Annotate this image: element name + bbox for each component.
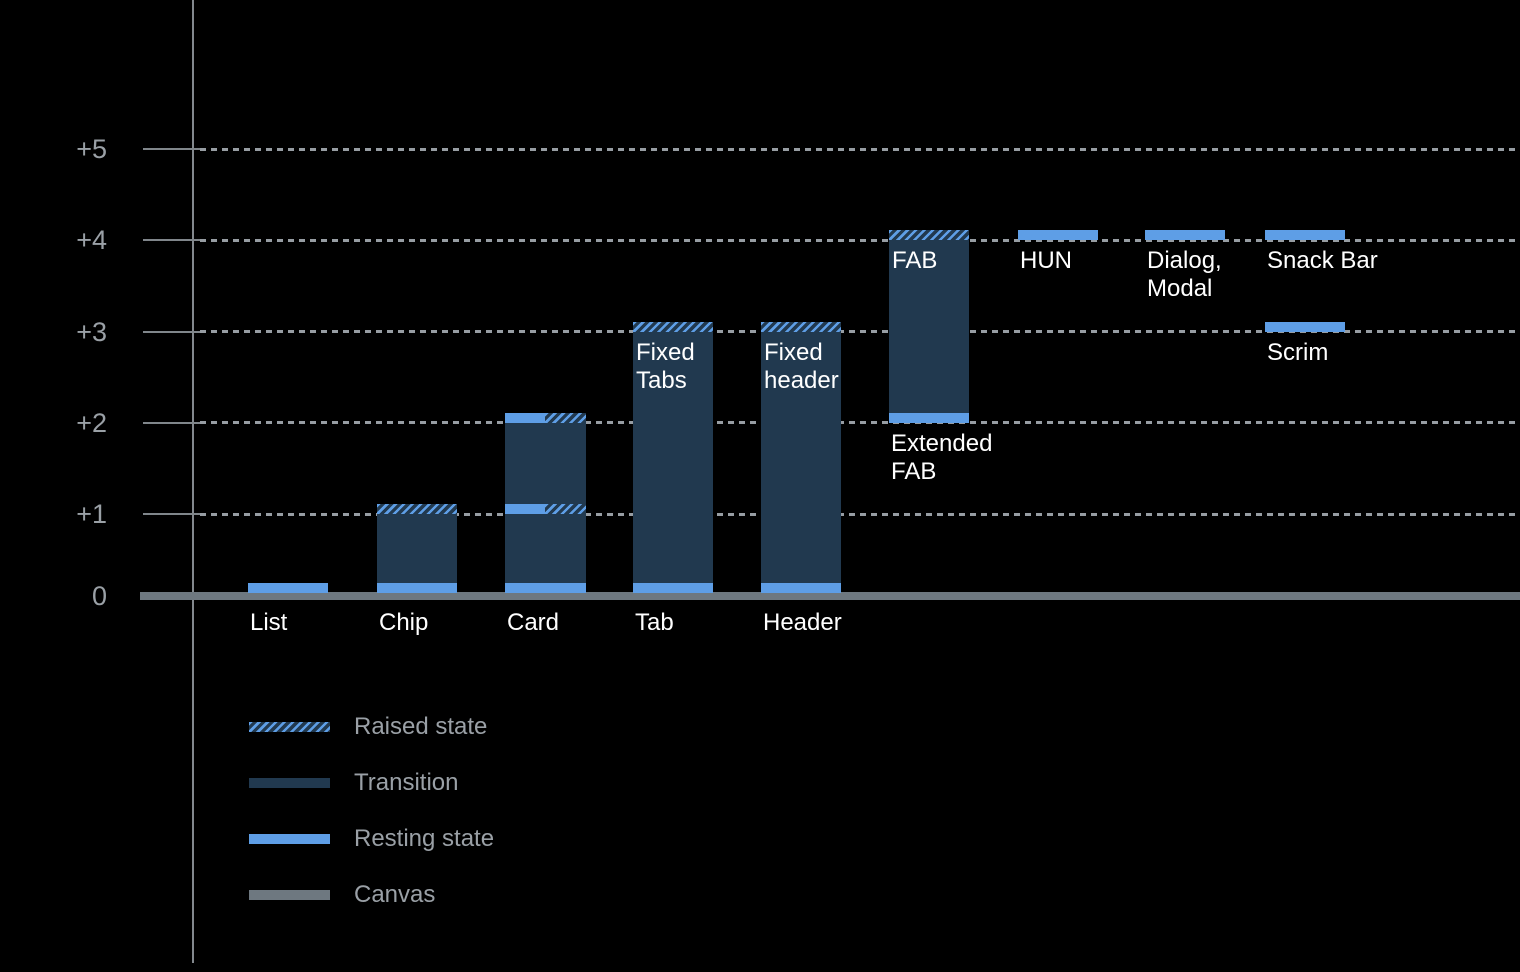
- legend-swatch-resting-state: [249, 834, 330, 844]
- legend: Raised state Transition Resting state Canva…: [249, 713, 749, 923]
- segment-raised-header: [761, 321, 841, 332]
- segment-resting-chip: [377, 583, 457, 593]
- y-tick-label-0: 0: [91, 581, 107, 611]
- bar-label-card: Card: [507, 609, 559, 637]
- legend-label-canvas: Canvas: [354, 881, 436, 908]
- legend-label-raised-state: Raised state: [354, 713, 488, 740]
- legend-item-resting-state: Resting state: [249, 825, 494, 853]
- bar-label-scrim-line: Scrim: [1267, 338, 1329, 366]
- segment-split-resting-card: [505, 504, 545, 515]
- segment-transition-card: [505, 422, 586, 593]
- gridline-3: [200, 330, 1520, 334]
- bar-label-extended-fab-line: Extended: [891, 429, 993, 457]
- axis-tick-2: [143, 421, 200, 424]
- y-axis-line: [192, 0, 194, 963]
- legend-swatch-transition: [249, 778, 330, 788]
- segment-resting-card: [505, 583, 586, 593]
- legend-item-canvas: Canvas: [249, 881, 435, 909]
- segment-split-raised-card: [545, 412, 586, 423]
- bar-inner-label-tab-line: Fixed: [636, 338, 695, 366]
- bar-label-hun: HUN: [1020, 247, 1072, 275]
- bar-label-extended-fab-line: FAB: [891, 457, 937, 485]
- segment-resting-dialog-modal: [1145, 230, 1225, 241]
- axis-tick-3: [143, 330, 200, 333]
- bar-label-tab-line: Tab: [635, 609, 674, 636]
- segment-raised-tab: [633, 321, 713, 332]
- axis-tick-4: [143, 239, 200, 242]
- y-tick-label-3: +3: [76, 316, 107, 347]
- segment-transition-tab: [633, 331, 713, 593]
- gridline-4: [200, 238, 1520, 242]
- segment-resting-tab: [633, 583, 713, 593]
- segment-resting-extended-fab: [889, 412, 969, 423]
- y-tick-label-5: +5: [76, 134, 107, 164]
- bar-label-snack-bar: Snack Bar: [1267, 247, 1378, 275]
- segment-raised-extended-fab: [889, 230, 969, 241]
- segment-transition-chip: [377, 514, 457, 593]
- axis-tick-1: [143, 513, 200, 516]
- bar-label-dialog-modal: Dialog, Modal: [1147, 247, 1222, 303]
- bar-label-header-line: Header: [763, 609, 842, 636]
- bar-label-card-line: Card: [507, 609, 560, 636]
- bar-label-extended-fab: Extended FAB: [891, 430, 992, 486]
- bar-inner-label-tab-line: Tabs: [636, 366, 687, 394]
- bar-label-tab: Tab: [635, 609, 674, 637]
- segment-split-raised-card: [545, 504, 586, 515]
- bar-inner-label-tab: Fixed Tabs: [636, 339, 695, 395]
- axis-tick-5: [143, 148, 200, 150]
- bar-inner-label-header-line: Fixed: [764, 338, 823, 366]
- segment-resting-scrim: [1265, 321, 1345, 332]
- legend-swatch-canvas: [249, 890, 330, 900]
- bar-inner-label-extended-fab-line: FAB: [892, 247, 938, 275]
- bar-inner-label-header: Fixed header: [764, 339, 839, 395]
- legend-label-transition: Transition: [354, 769, 459, 796]
- segment-transition-header: [761, 331, 841, 593]
- bar-inner-label-extended-fab: FAB: [892, 247, 937, 275]
- segment-resting-hun: [1018, 230, 1098, 241]
- legend-item-raised-state: Raised state: [249, 713, 487, 741]
- bar-label-chip-line: Chip: [379, 609, 429, 636]
- gridline-1: [200, 512, 1520, 516]
- bar-label-hun-line: HUN: [1020, 247, 1072, 275]
- legend-swatch-raised-state: [249, 722, 330, 732]
- segment-transition-extended-fab: [889, 240, 969, 423]
- gridline-2: [200, 421, 1520, 425]
- y-tick-label-4: +4: [76, 225, 107, 256]
- bar-label-chip: Chip: [379, 609, 428, 637]
- segment-raised-chip: [377, 504, 457, 515]
- gridline-5: [200, 147, 1520, 151]
- y-tick-label-1: +1: [76, 499, 107, 530]
- bar-label-header: Header: [763, 609, 842, 637]
- canvas-baseline: [140, 592, 1520, 600]
- segment-resting-header: [761, 583, 841, 593]
- segment-resting-snack-bar: [1265, 230, 1345, 241]
- bar-label-list: List: [250, 609, 287, 637]
- bar-label-dialog-modal-line: Dialog,: [1147, 247, 1222, 275]
- segment-resting-list: [248, 583, 328, 593]
- legend-label-resting-state: Resting state: [354, 825, 495, 852]
- bar-label-list-line: List: [250, 609, 288, 636]
- bar-label-scrim: Scrim: [1267, 339, 1328, 367]
- bar-inner-label-header-line: header: [764, 366, 839, 394]
- y-tick-label-2: +2: [76, 407, 107, 438]
- segment-split-resting-card: [505, 412, 545, 423]
- bar-label-snack-bar-line: Snack Bar: [1267, 247, 1378, 275]
- bar-label-dialog-modal-line: Modal: [1147, 275, 1213, 303]
- legend-item-transition: Transition: [249, 769, 458, 797]
